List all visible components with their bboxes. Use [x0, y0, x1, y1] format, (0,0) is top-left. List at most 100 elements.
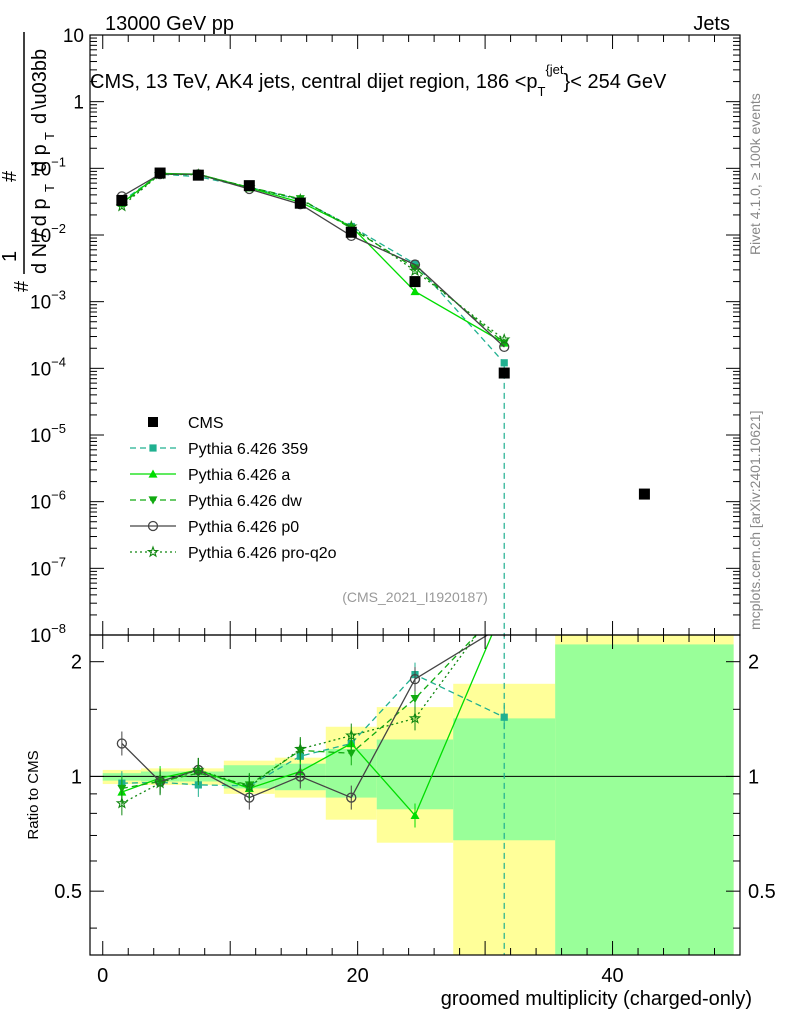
svg-text:T: T [42, 184, 57, 192]
y-tick-label: 1 [73, 93, 84, 114]
series-line [121, 173, 505, 364]
ratio-tick-label-right: 0.5 [748, 881, 776, 903]
legend-marker [148, 417, 158, 427]
header-right: Jets [693, 13, 730, 35]
legend: CMS Pythia 6.426 359 Pythia 6.426 a Pythia … [130, 415, 337, 562]
cms-point [638, 488, 650, 500]
series-pythia-6-426-pro-q2o [115, 167, 511, 345]
y-axis-title: # 1 d N / d p T # d 2 N d p T d \u03bb [0, 32, 57, 292]
ratio-y-axis-title: Ratio to CMS [25, 750, 42, 839]
svg-text:N: N [0, 88, 5, 102]
band-inner [555, 644, 734, 955]
marker [295, 771, 306, 782]
marker [117, 784, 127, 793]
legend-label: Pythia 6.426 p0 [188, 519, 299, 536]
rivet-label: Rivet 4.1.0, ≥ 100k events [747, 93, 763, 255]
legend-entry: Pythia 6.426 359 [130, 441, 308, 458]
y-tick-exponent: −7 [51, 554, 66, 569]
svg-text:#: # [0, 170, 21, 182]
legend-label: Pythia 6.426 a [188, 467, 290, 484]
x-axis-title: groomed multiplicity (charged-only) [441, 988, 752, 1010]
ratio-series [115, 635, 508, 828]
marker [408, 264, 422, 277]
cms-point [243, 180, 255, 192]
legend-entry: Pythia 6.426 a [130, 467, 290, 484]
marker [115, 796, 129, 809]
series-line [121, 173, 505, 341]
y-tick-label: 10−7 [30, 554, 66, 580]
svg-text:d: d [0, 111, 5, 122]
legend-entry: Pythia 6.426 pro-q2o [130, 545, 337, 562]
ratio-pythia-6-426-pro-q2o [115, 635, 478, 816]
legend-entry: Pythia 6.426 p0 [130, 519, 299, 536]
marker [410, 810, 420, 820]
series-line [121, 172, 505, 344]
series-line [121, 173, 505, 344]
cms-point [192, 169, 204, 181]
svg-text:T: T [42, 132, 57, 140]
y-tick-label: 10−8 [30, 621, 66, 647]
marker [116, 738, 128, 749]
series-pythia-6-426-dw [117, 170, 509, 348]
cms-point [116, 194, 128, 206]
cms-point [498, 367, 510, 379]
legend-label: CMS [188, 415, 224, 432]
y-tick-label: 10 [63, 26, 84, 47]
marker [346, 792, 357, 803]
y-tick-label: 10−2 [30, 221, 66, 247]
marker [146, 545, 160, 558]
legend-label: Pythia 6.426 359 [188, 441, 308, 458]
marker [149, 444, 157, 452]
series-pythia-6-426-p0 [116, 168, 510, 353]
y-tick-exponent: −2 [51, 221, 66, 236]
ratio-line [121, 673, 505, 787]
analysis-tag: (CMS_2021_I1920187) [342, 589, 488, 605]
band-inner [376, 739, 454, 810]
cms-point [345, 226, 357, 238]
legend-entry: CMS [148, 415, 224, 432]
marker [345, 728, 358, 741]
cms-point [154, 167, 166, 179]
svg-text:d N / d p: d N / d p [29, 198, 51, 274]
y-tick-label: 10−4 [30, 354, 66, 380]
main-series [115, 167, 511, 367]
series-layer [115, 167, 650, 955]
cms-point [409, 276, 421, 288]
marker [294, 742, 307, 755]
marker [408, 711, 422, 724]
svg-text:#: # [11, 280, 33, 292]
svg-text:d: d [29, 113, 51, 124]
axes-layer: 10−8 10−7 10−6 10−5 10−4 10−3 10−2 10−1 1 10 0 20 40… [30, 26, 776, 987]
svg-text:d p: d p [29, 144, 51, 172]
series-line [121, 173, 505, 348]
marker [243, 780, 256, 793]
legend-label: Pythia 6.426 pro-q2o [188, 545, 337, 562]
marker [409, 673, 421, 685]
marker [148, 496, 158, 505]
x-tick-label: 40 [601, 965, 623, 987]
svg-text:\u03bb: \u03bb [29, 49, 51, 110]
series-pythia-6-426-a [117, 168, 509, 347]
header-left: 13000 GeV pp [105, 13, 234, 35]
marker [147, 520, 159, 532]
x-tick-label: 0 [97, 965, 108, 987]
cms-uncertainty-bands [90, 635, 740, 955]
cms-series [116, 167, 650, 500]
y-tick-exponent: −8 [51, 621, 66, 636]
y-tick-exponent: −3 [51, 288, 66, 303]
y-tick-label: 10−6 [30, 488, 66, 514]
marker [346, 749, 356, 758]
mcplots-label: mcplots.cern.ch [arXiv:2401.10621] [747, 411, 763, 630]
ratio-tick-label-right: 1 [748, 766, 759, 788]
ratio-tick-label: 1 [71, 766, 82, 788]
marker [409, 259, 421, 270]
svg-text:1: 1 [0, 251, 21, 262]
ratio-tick-label-right: 2 [748, 652, 759, 674]
x-tick-label: 20 [347, 965, 369, 987]
marker [410, 695, 420, 704]
marker [500, 713, 508, 721]
marker [497, 332, 511, 345]
y-tick-label: 10−3 [30, 288, 66, 314]
y-tick-exponent: −6 [51, 488, 66, 503]
